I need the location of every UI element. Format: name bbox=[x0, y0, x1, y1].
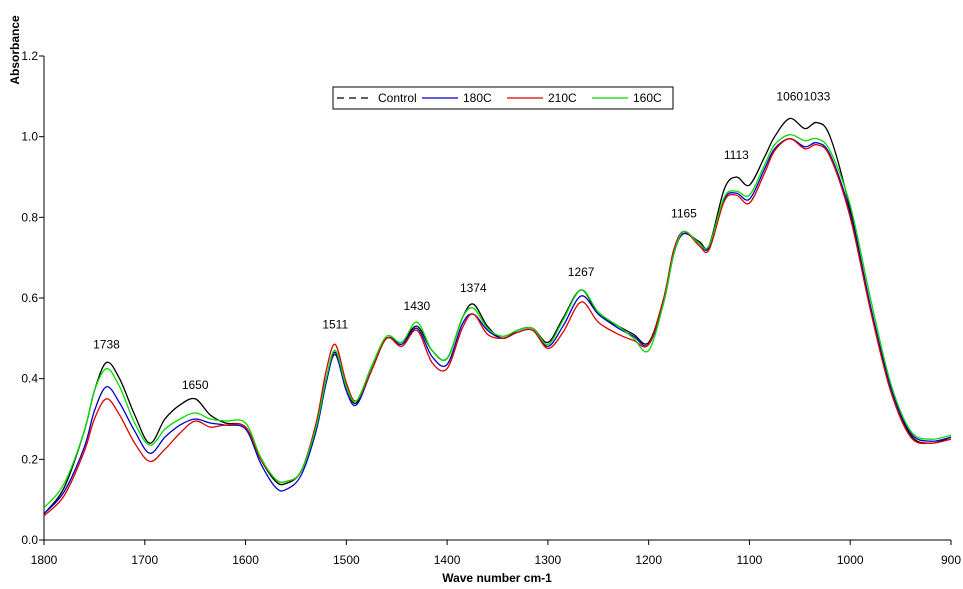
peak-annotations: 1738 1650 1511 1430 1374 1267 1165 1113 1060 1033 bbox=[93, 89, 831, 391]
x-tick-label: 1000 bbox=[837, 553, 864, 567]
y-tick-label: 1.0 bbox=[21, 130, 38, 144]
y-tick-label: 0.0 bbox=[21, 533, 38, 547]
series-line-160c bbox=[43, 134, 952, 509]
x-tick-label: 900 bbox=[941, 553, 961, 567]
peak-label: 1650 bbox=[182, 378, 209, 392]
legend-label-210c: 210C bbox=[548, 91, 577, 105]
axis-ticks: 1800 1700 1600 1500 1400 1300 1200 1100 1000 900 0… bbox=[21, 49, 961, 567]
y-tick-label: 0.6 bbox=[21, 291, 38, 305]
peak-label: 1113 bbox=[724, 148, 749, 162]
legend-label-180c: 180C bbox=[463, 91, 492, 105]
series-line-180c bbox=[43, 138, 952, 515]
legend-label-control: Control bbox=[378, 91, 417, 105]
peak-label: 1165 bbox=[671, 206, 697, 220]
y-tick-label: 0.2 bbox=[21, 452, 38, 466]
x-axis-title: Wave number cm-1 bbox=[442, 571, 552, 585]
series-line-210c bbox=[43, 138, 952, 517]
series-layer bbox=[43, 117, 952, 517]
peak-label: 1374 bbox=[460, 281, 487, 295]
legend: Control 180C 210C 160C bbox=[332, 86, 674, 110]
x-tick-label: 1500 bbox=[333, 553, 360, 567]
peak-label: 1738 bbox=[93, 337, 120, 351]
y-tick-label: 1.2 bbox=[21, 49, 38, 63]
legend-box bbox=[332, 86, 674, 110]
series-line-control bbox=[43, 117, 952, 515]
y-tick-label: 0.8 bbox=[21, 210, 38, 224]
x-tick-label: 1400 bbox=[434, 553, 461, 567]
y-tick-label: 0.4 bbox=[21, 372, 38, 386]
peak-label: 1267 bbox=[568, 265, 595, 279]
y-axis-title: Absorbance bbox=[8, 15, 22, 85]
x-tick-label: 1800 bbox=[31, 553, 58, 567]
x-tick-label: 1300 bbox=[535, 553, 562, 567]
x-tick-label: 1600 bbox=[232, 553, 259, 567]
peak-label: 1060 bbox=[776, 89, 803, 103]
x-tick-label: 1100 bbox=[737, 553, 763, 567]
peak-label: 1033 bbox=[804, 89, 831, 103]
peak-label: 1430 bbox=[404, 299, 431, 313]
peak-label: 1511 bbox=[322, 317, 348, 331]
legend-label-160c: 160C bbox=[633, 91, 662, 105]
x-tick-label: 1700 bbox=[131, 553, 158, 567]
x-tick-label: 1200 bbox=[635, 553, 662, 567]
